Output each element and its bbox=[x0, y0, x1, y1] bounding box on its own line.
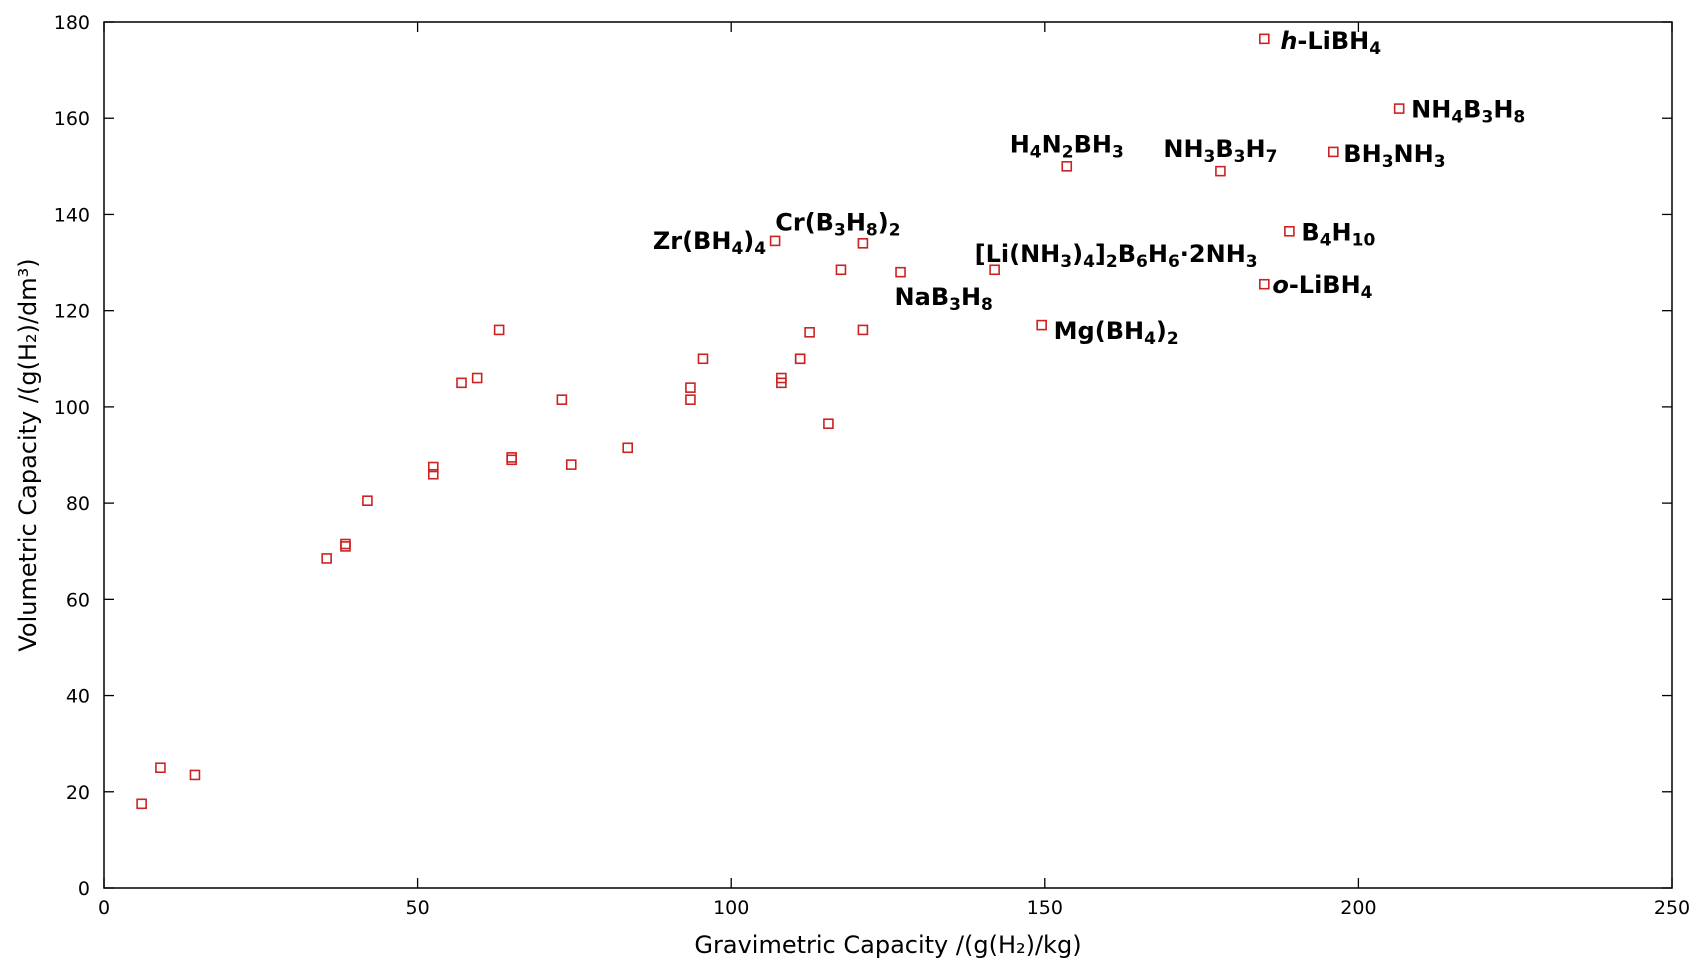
data-point bbox=[685, 394, 696, 405]
data-point bbox=[471, 372, 483, 384]
data-point bbox=[556, 394, 568, 405]
data-point bbox=[362, 495, 373, 507]
y-tick-label: 20 bbox=[66, 782, 90, 804]
point-annotation: Cr(B3H8)2 bbox=[775, 208, 900, 240]
data-point bbox=[794, 353, 806, 365]
data-point bbox=[895, 266, 906, 278]
data-points bbox=[136, 33, 1405, 810]
x-tick-label: 0 bbox=[98, 897, 110, 919]
data-point bbox=[776, 377, 787, 389]
x-tick-label: 100 bbox=[713, 897, 749, 919]
data-point bbox=[989, 264, 1000, 276]
data-point bbox=[1215, 165, 1226, 177]
data-point bbox=[1061, 161, 1073, 172]
y-tick-label: 140 bbox=[54, 204, 90, 226]
point-annotation: NH4B3H8 bbox=[1411, 96, 1525, 128]
y-tick-label: 60 bbox=[66, 589, 90, 611]
point-annotation: B4H10 bbox=[1301, 218, 1375, 250]
plot-frame bbox=[103, 21, 1673, 889]
x-tick-label: 50 bbox=[406, 897, 430, 919]
data-point bbox=[427, 461, 439, 473]
point-annotation: NH3B3H7 bbox=[1163, 135, 1277, 167]
data-point bbox=[685, 382, 696, 393]
point-annotation: NaB3H8 bbox=[895, 283, 993, 315]
data-point bbox=[697, 353, 709, 365]
data-point bbox=[189, 769, 201, 781]
data-point bbox=[456, 377, 467, 389]
data-point bbox=[823, 418, 834, 430]
point-annotation: [Li(NH3)4]2B6H6·2NH3 bbox=[975, 240, 1258, 272]
y-tick-label: 0 bbox=[78, 878, 90, 900]
data-point bbox=[340, 541, 351, 552]
data-point bbox=[804, 327, 815, 338]
data-point bbox=[1393, 103, 1405, 114]
y-tick-label: 40 bbox=[66, 686, 90, 708]
data-point bbox=[427, 468, 439, 480]
data-point bbox=[506, 454, 517, 466]
data-point bbox=[1328, 146, 1339, 158]
point-annotation: h-LiBH4 bbox=[1280, 27, 1381, 59]
x-tick-label: 200 bbox=[1340, 897, 1376, 919]
data-point bbox=[136, 798, 147, 810]
data-point bbox=[155, 762, 166, 774]
y-axis-label: Volumetric Capacity /(g(H₂)/dm³) bbox=[14, 258, 42, 651]
x-tick-label: 250 bbox=[1654, 897, 1690, 919]
point-annotation: BH3NH3 bbox=[1343, 140, 1445, 172]
data-point bbox=[1259, 278, 1270, 290]
x-tick-label: 150 bbox=[1027, 897, 1063, 919]
axis-ticks: 0 50 100 150 200 250 0 20 40 60 80 100 120 140 160 180 bbox=[54, 12, 1690, 919]
x-axis-label: Gravimetric Capacity /(g(H₂)/kg) bbox=[694, 931, 1081, 959]
point-annotation: Zr(BH4)4 bbox=[653, 227, 766, 259]
data-point bbox=[857, 324, 869, 336]
point-annotations: h-LiBH4 NH4B3H8 H4N2BH3 NH3B3H7 BH3NH3 Cr(B3H… bbox=[653, 27, 1525, 349]
data-point bbox=[493, 324, 505, 336]
point-annotation: Mg(BH4)2 bbox=[1054, 317, 1179, 349]
data-point bbox=[1284, 225, 1295, 237]
y-tick-label: 160 bbox=[54, 108, 90, 130]
data-point bbox=[565, 459, 577, 470]
y-tick-label: 80 bbox=[66, 493, 90, 515]
data-point bbox=[340, 538, 351, 550]
data-point bbox=[1036, 319, 1047, 331]
data-point bbox=[1259, 33, 1270, 45]
point-annotation: H4N2BH3 bbox=[1010, 130, 1124, 162]
data-point bbox=[622, 442, 634, 454]
point-annotation: o-LiBH4 bbox=[1272, 271, 1372, 303]
data-point bbox=[769, 235, 781, 247]
y-tick-label: 100 bbox=[54, 397, 90, 419]
data-point bbox=[835, 264, 847, 276]
data-point bbox=[321, 553, 332, 564]
y-tick-label: 120 bbox=[54, 301, 90, 323]
data-point bbox=[794, 353, 806, 365]
y-tick-label: 180 bbox=[54, 12, 90, 34]
data-point bbox=[506, 452, 517, 463]
data-point bbox=[857, 238, 869, 249]
